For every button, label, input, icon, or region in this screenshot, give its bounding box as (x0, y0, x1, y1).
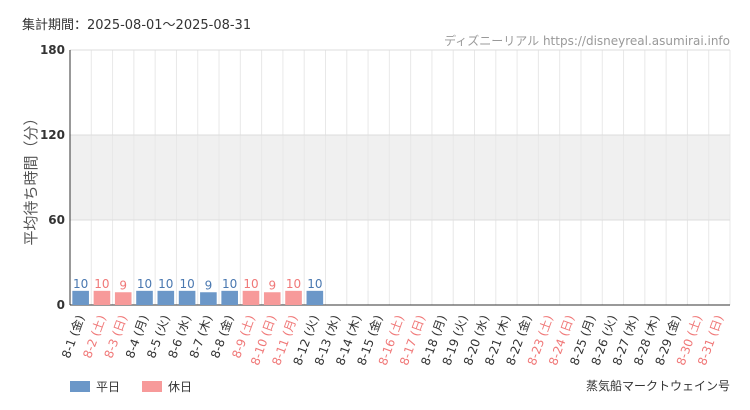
period-text: 集計期間：2025-08-01～2025-08-31 (22, 18, 252, 33)
bar-value-label: 10 (286, 277, 301, 291)
bar (178, 290, 196, 305)
bar (136, 290, 153, 305)
y-axis-label: 平均待ち時間（分） (22, 110, 40, 245)
site-credit: ディズニーリアル https://disneyreal.asumirai.inf… (444, 34, 730, 48)
legend-item-weekday: 平日 (70, 378, 120, 395)
legend-swatch-holiday (142, 381, 163, 392)
legend: 平日 休日 (70, 378, 214, 395)
bar-value-label: 9 (268, 278, 276, 292)
bar (72, 290, 89, 305)
bar-value-label: 10 (243, 277, 258, 291)
bar (157, 290, 175, 305)
legend-label-holiday: 休日 (168, 380, 193, 394)
bar-value-label: 10 (94, 277, 109, 291)
bar-value-label: 10 (222, 277, 237, 291)
bar (285, 290, 302, 305)
bar (93, 290, 111, 305)
legend-swatch-weekday (70, 381, 90, 392)
bar (242, 290, 260, 305)
shaded-band (70, 135, 730, 220)
bar-value-label: 10 (137, 277, 152, 291)
bar (263, 292, 281, 305)
bar-value-label: 10 (73, 277, 88, 291)
attraction-name: 蒸気船マークトウェイン号 (585, 379, 730, 393)
legend-label-weekday: 平日 (96, 380, 121, 394)
bar-value-label: 10 (179, 277, 194, 291)
bar (200, 292, 217, 305)
y-tick-label: 60 (48, 213, 65, 227)
y-tick-label: 0 (57, 298, 65, 312)
y-tick-label: 120 (40, 128, 65, 142)
y-tick-label: 180 (40, 43, 65, 57)
bar-value-label: 10 (158, 277, 173, 291)
bar-value-label: 10 (307, 277, 322, 291)
bar-value-label: 9 (119, 278, 127, 292)
bar (221, 290, 238, 305)
bar (306, 290, 324, 305)
legend-item-holiday: 休日 (142, 378, 192, 395)
bar-value-label: 9 (205, 278, 213, 292)
bar (114, 292, 132, 305)
